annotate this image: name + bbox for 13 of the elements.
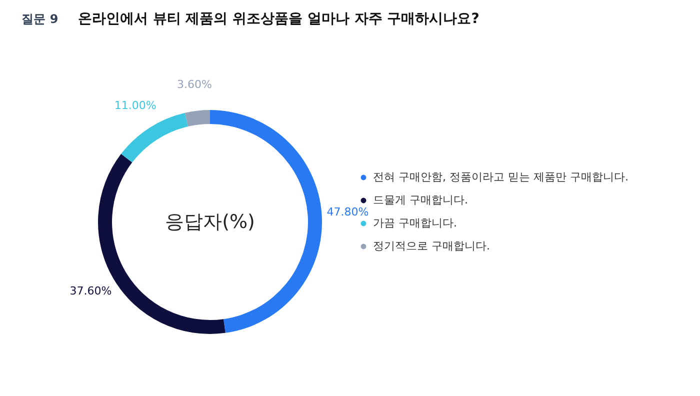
donut-slice xyxy=(184,110,210,126)
chart-title: 온라인에서 뷰티 제품의 위조상품을 얼마나 자주 구매하시나요? xyxy=(78,11,480,27)
legend-label: 드물게 구매합니다. xyxy=(373,194,468,206)
text: 질문 9 xyxy=(22,12,58,26)
data-label: 47.80% xyxy=(326,205,369,218)
data-label: 3.60% xyxy=(176,78,212,91)
text: 응답자(%) xyxy=(165,211,255,233)
legend-label: 전혀 구매안함, 정품이라고 믿는 제품만 구매합니다. xyxy=(373,170,628,184)
data-label: 11.00% xyxy=(114,98,156,112)
data-label: 37.60% xyxy=(70,284,112,298)
legend-label: 가끔 구매합니다. xyxy=(373,216,457,230)
donut-slice xyxy=(121,112,188,162)
legend-label: 정기적으로 구매합니다. xyxy=(373,240,490,252)
